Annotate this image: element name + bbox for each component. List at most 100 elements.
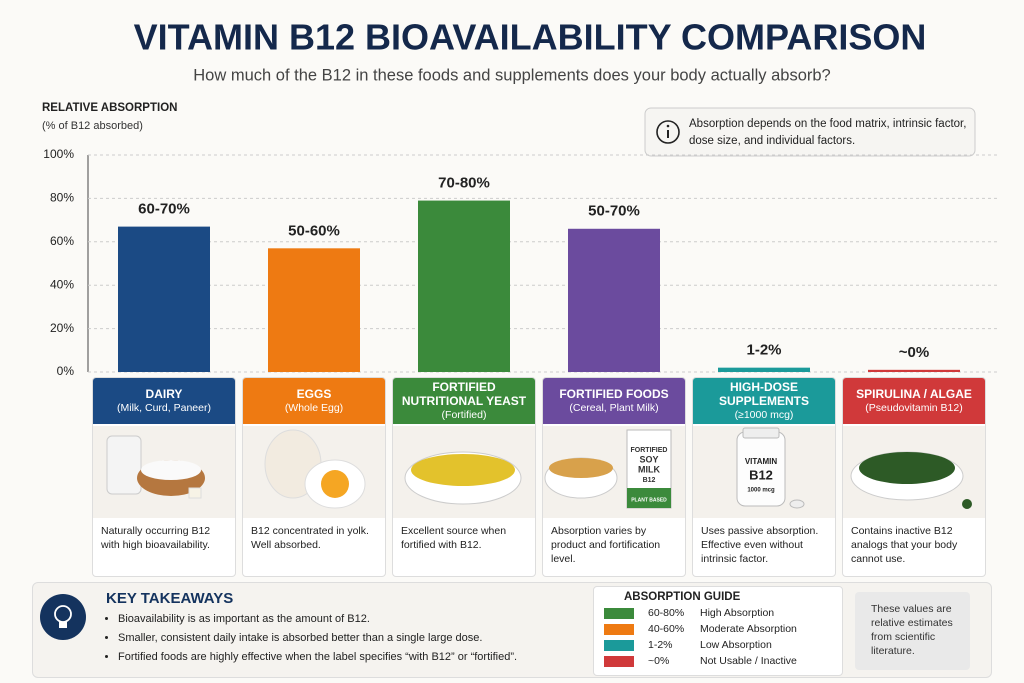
yolk <box>321 470 349 498</box>
bar <box>268 248 360 372</box>
guide-row: ~0% Not Usable / Inactive <box>604 653 832 669</box>
y-tick-label: 40% <box>50 277 74 291</box>
pill <box>789 499 805 509</box>
guide-label: Moderate Absorption <box>700 623 797 635</box>
y-tick-label: 0% <box>57 364 75 378</box>
card-header: FORTIFIED FOODS (Cereal, Plant Milk) <box>543 378 685 424</box>
x-tick-label: SPIRULINA / ALGAE <box>856 387 972 401</box>
card-description: Uses passive absorption. Effective even … <box>701 525 819 565</box>
card-subtitle: (Milk, Curd, Paneer) <box>117 402 211 414</box>
card-subtitle: (Pseudovitamin B12) <box>865 402 963 414</box>
bar <box>568 228 660 372</box>
guide-range: 40-60% <box>648 623 685 635</box>
value-label: ~0% <box>899 344 929 361</box>
guide-row: 60-80% High Absorption <box>604 605 832 621</box>
card-header: EGGS (Whole Egg) <box>243 378 385 424</box>
x-tick-label: FORTIFIED FOODS <box>559 387 669 401</box>
guide-swatch <box>604 655 634 667</box>
guide-swatch <box>604 639 634 651</box>
carton-text: MILK <box>638 464 660 474</box>
guide-row: 1-2% Low Absorption <box>604 637 832 653</box>
card-image <box>93 426 235 518</box>
category-card: FORTIFIED FOODS (Cereal, Plant Milk) FORTI… <box>542 377 686 577</box>
category-card: EGGS (Whole Egg) B12 concentrated in yolk.… <box>242 377 386 577</box>
card-header: SPIRULINA / ALGAE (Pseudovitamin B12) <box>843 378 985 424</box>
takeaway-item: Smaller, consistent daily intake is abso… <box>118 629 586 648</box>
card-header: DAIRY (Milk, Curd, Paneer) <box>93 378 235 424</box>
curd <box>141 460 201 480</box>
card-description: B12 concentrated in yolk. Well absorbed. <box>251 525 369 551</box>
card-description: Naturally occurring B12 with high bioava… <box>101 525 211 551</box>
chart-title: VITAMIN B12 BIOAVAILABILITY COMPARISON <box>134 17 927 58</box>
category-card: DAIRY (Milk, Curd, Paneer) Naturally occur… <box>92 377 236 577</box>
y-tick-label: 100% <box>43 147 74 161</box>
y-tick-label: 80% <box>50 191 74 205</box>
info-note: Absorption depends on the food matrix, i… <box>689 118 967 147</box>
bar <box>418 200 510 372</box>
card-header: FORTIFIED NUTRITIONAL YEAST (Fortified) <box>393 378 535 424</box>
takeaway-item: Bioavailability is as important as the a… <box>118 610 586 629</box>
y-tick-label: 60% <box>50 234 74 248</box>
x-tick-label: FORTIFIED NUTRITIONAL YEAST <box>401 380 527 408</box>
guide-range: 60-80% <box>648 607 685 619</box>
guide-range: 1-2% <box>648 639 673 651</box>
cereal <box>549 458 613 478</box>
carton-text: SOY <box>639 454 658 464</box>
absorption-guide: ABSORPTION GUIDE 60-80% High Absorption 40… <box>593 586 843 676</box>
guide-label: High Absorption <box>700 607 775 619</box>
bottle-text: B12 <box>749 467 773 482</box>
value-label: 1-2% <box>746 342 781 359</box>
category-card: FORTIFIED NUTRITIONAL YEAST (Fortified) Ex… <box>392 377 536 577</box>
cap <box>742 427 780 439</box>
value-label: 60-70% <box>138 201 190 218</box>
bottle-text: 1000 mcg <box>747 488 775 494</box>
guide-row: 40-60% Moderate Absorption <box>604 621 832 637</box>
tablet <box>962 499 972 509</box>
y-tick-label: 20% <box>50 321 74 335</box>
guide-title: ABSORPTION GUIDE <box>624 591 741 603</box>
bar <box>868 369 960 372</box>
carton-text: B12 <box>643 477 656 484</box>
takeaways-list: Bioavailability is as important as the a… <box>106 610 586 667</box>
card-subtitle: (Whole Egg) <box>284 402 344 414</box>
card-description: Excellent source when fortified with B12… <box>401 525 507 551</box>
carton-text: PLANT BASED <box>631 497 667 503</box>
info-icon <box>656 120 680 144</box>
x-tick-label: DAIRY <box>145 387 183 401</box>
guide-swatch <box>604 607 634 619</box>
guide-label: Not Usable / Inactive <box>700 655 797 667</box>
x-tick-label: EGGS <box>296 387 332 401</box>
card-header: HIGH-DOSE SUPPLEMENTS (≥1000 mcg) <box>693 378 835 424</box>
bar <box>118 226 210 372</box>
value-label: 50-70% <box>588 203 640 220</box>
bulb-icon <box>40 594 86 640</box>
card-description: Absorption varies by product and fortifi… <box>551 525 661 565</box>
value-label: 70-80% <box>438 175 490 192</box>
category-card: HIGH-DOSE SUPPLEMENTS (≥1000 mcg) VITAMIN B… <box>692 377 836 577</box>
y-axis-title: RELATIVE ABSORPTION <box>42 102 177 114</box>
y-axis-subtitle: (% of B12 absorbed) <box>42 120 143 132</box>
bottle-text: VITAMIN <box>745 457 778 466</box>
chart-subtitle: How much of the B12 in these foods and s… <box>193 66 830 84</box>
card-subtitle: (≥1000 mcg) <box>734 409 794 421</box>
carton-text: FORTIFIED <box>631 447 668 454</box>
card-image <box>243 426 385 518</box>
yeast <box>411 454 515 486</box>
card-description: Contains inactive B12 analogs that your … <box>851 525 958 565</box>
takeaways-title: KEY TAKEAWAYS <box>106 590 234 607</box>
powder <box>859 452 955 484</box>
guide-swatch <box>604 623 634 635</box>
glass <box>106 435 142 495</box>
guide-range: ~0% <box>648 655 670 667</box>
guide-label: Low Absorption <box>700 639 772 651</box>
info-icon <box>666 124 670 128</box>
card-image <box>393 426 535 518</box>
card-subtitle: (Fortified) <box>441 409 487 421</box>
footnote: These values are relative estimates from… <box>855 592 970 670</box>
paneer <box>188 487 202 499</box>
carton-band <box>627 488 671 508</box>
